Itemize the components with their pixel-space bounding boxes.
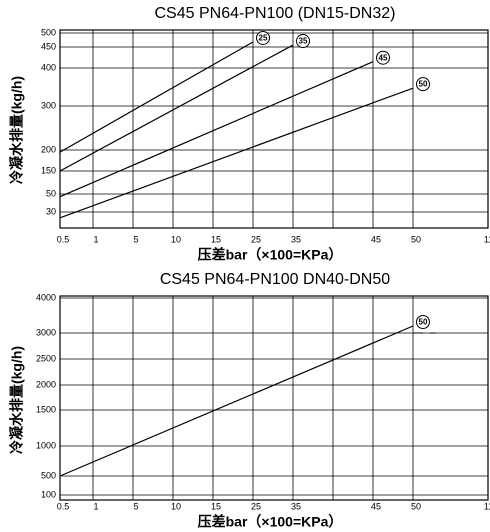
series-label: 25: [259, 34, 268, 43]
y-tick-label: 400: [41, 62, 56, 72]
x-tick-label: 35: [291, 501, 301, 511]
y-tick-label: 2500: [36, 353, 56, 363]
x-tick-label: 15: [211, 501, 221, 511]
chart-title: CS45 PN64-PN100 DN40-DN50: [160, 271, 390, 288]
y-tick-label: 50: [46, 188, 56, 198]
y-tick-label: 1500: [36, 404, 56, 414]
y-tick-label: 500: [41, 470, 56, 480]
series-label: 45: [379, 53, 388, 62]
series-label-circle: [296, 34, 310, 49]
y-tick-label: 1000: [36, 440, 56, 450]
y-tick-label: 300: [41, 100, 56, 110]
plot-frame: [59, 29, 489, 229]
x-tick-label: 0.5: [57, 501, 70, 511]
series-line: [59, 41, 254, 153]
series-line: [59, 87, 414, 219]
x-tick-label: 10: [171, 234, 181, 244]
x-tick-label: 15: [211, 234, 221, 244]
y-tick-label: 4000: [36, 292, 56, 302]
series-label: 35: [299, 37, 308, 46]
series-label: 50: [419, 80, 428, 89]
series-line: [59, 44, 294, 172]
x-axis-label: 压差bar（×100=KPa）: [198, 247, 343, 263]
x-tick-label: 1: [93, 501, 98, 511]
y-tick-label: 150: [41, 165, 56, 175]
x-tick-label: 45: [371, 501, 381, 511]
x-tick-label: 110: [484, 501, 490, 511]
x-tick-label: 25: [251, 501, 261, 511]
chart-title: CS45 PN64-PN100 (DN15-DN32): [155, 5, 396, 22]
x-tick-label: 110: [484, 234, 490, 244]
x-tick-label: 5: [133, 234, 138, 244]
x-tick-label: 1: [93, 234, 98, 244]
y-tick-label: 3000: [36, 327, 56, 337]
series-label-circle: [376, 50, 390, 65]
x-tick-label: 5: [133, 501, 138, 511]
series-label-circle: [416, 315, 430, 329]
x-tick-label: 35: [291, 234, 301, 244]
y-axis-label: 冷凝水排量(kg/h): [9, 76, 25, 184]
y-tick-label: 100: [41, 489, 56, 499]
x-tick-label: 50: [411, 234, 421, 244]
y-axis-label: 冷凝水排量(kg/h): [9, 346, 25, 454]
y-tick-label: 30: [46, 206, 56, 216]
x-tick-label: 45: [371, 234, 381, 244]
series-label-circle: [256, 30, 270, 45]
series-line: [59, 61, 374, 198]
x-tick-label: 0.5: [57, 234, 70, 244]
series-label: 50: [419, 318, 428, 327]
series-label-circle: [416, 77, 430, 92]
y-tick-label: 500: [41, 27, 56, 37]
x-axis-label: 压差bar（×100=KPa）: [198, 514, 343, 530]
y-tick-label: 450: [41, 41, 56, 51]
y-tick-label: 200: [41, 144, 56, 154]
x-tick-label: 50: [411, 501, 421, 511]
x-tick-label: 25: [251, 234, 261, 244]
y-tick-label: 2000: [36, 379, 56, 389]
x-tick-label: 10: [171, 501, 181, 511]
series-line: [59, 325, 414, 477]
